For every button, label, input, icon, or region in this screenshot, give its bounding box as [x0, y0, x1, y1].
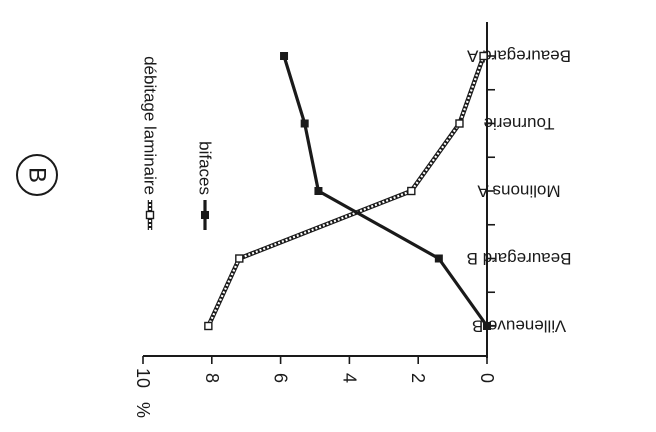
series-marker [280, 52, 289, 60]
series-marker [314, 187, 323, 195]
series [204, 51, 488, 331]
series [280, 52, 491, 330]
category-label: Villeneuve B [472, 317, 566, 336]
series-marker [455, 119, 464, 128]
category-label: Tournerie [484, 114, 555, 133]
value-tick-label: 10 [133, 368, 153, 388]
category-label: Beauregard A [466, 47, 571, 66]
series-marker [479, 51, 488, 61]
series-marker [204, 321, 213, 331]
legend-swatch-marker [145, 210, 155, 220]
value-tick-label: 8 [202, 373, 222, 383]
series-marker [407, 186, 416, 196]
series-marker [235, 254, 244, 263]
category-label: Beauregard B [467, 249, 572, 268]
panel-badge: B [16, 154, 58, 196]
legend-swatch-marker [201, 211, 209, 219]
axes: Villeneuve B Beauregard B Molinons A Tourne… [133, 22, 571, 418]
series-line-fill [207, 55, 485, 327]
value-axis-unit-label: % [133, 402, 153, 418]
category-label: Molinons A [477, 182, 561, 201]
legend-item: bifaces [196, 141, 215, 230]
legend-item: débitage laminaire [141, 56, 160, 230]
legend: débitage laminaire bifaces [141, 56, 215, 230]
value-tick-label: 2 [408, 373, 428, 383]
panel-badge-circle [16, 154, 58, 196]
value-tick-label: 0 [477, 373, 497, 383]
series-marker [483, 322, 491, 330]
value-tick-label: 6 [271, 373, 291, 383]
panel-label: B [24, 167, 51, 183]
series-line [206, 55, 486, 327]
plot-area [204, 51, 491, 331]
value-tick-label: 4 [339, 373, 359, 383]
legend-label: bifaces [196, 141, 215, 195]
series-marker [300, 119, 309, 128]
legend-label: débitage laminaire [141, 56, 160, 195]
series-marker [434, 254, 443, 263]
